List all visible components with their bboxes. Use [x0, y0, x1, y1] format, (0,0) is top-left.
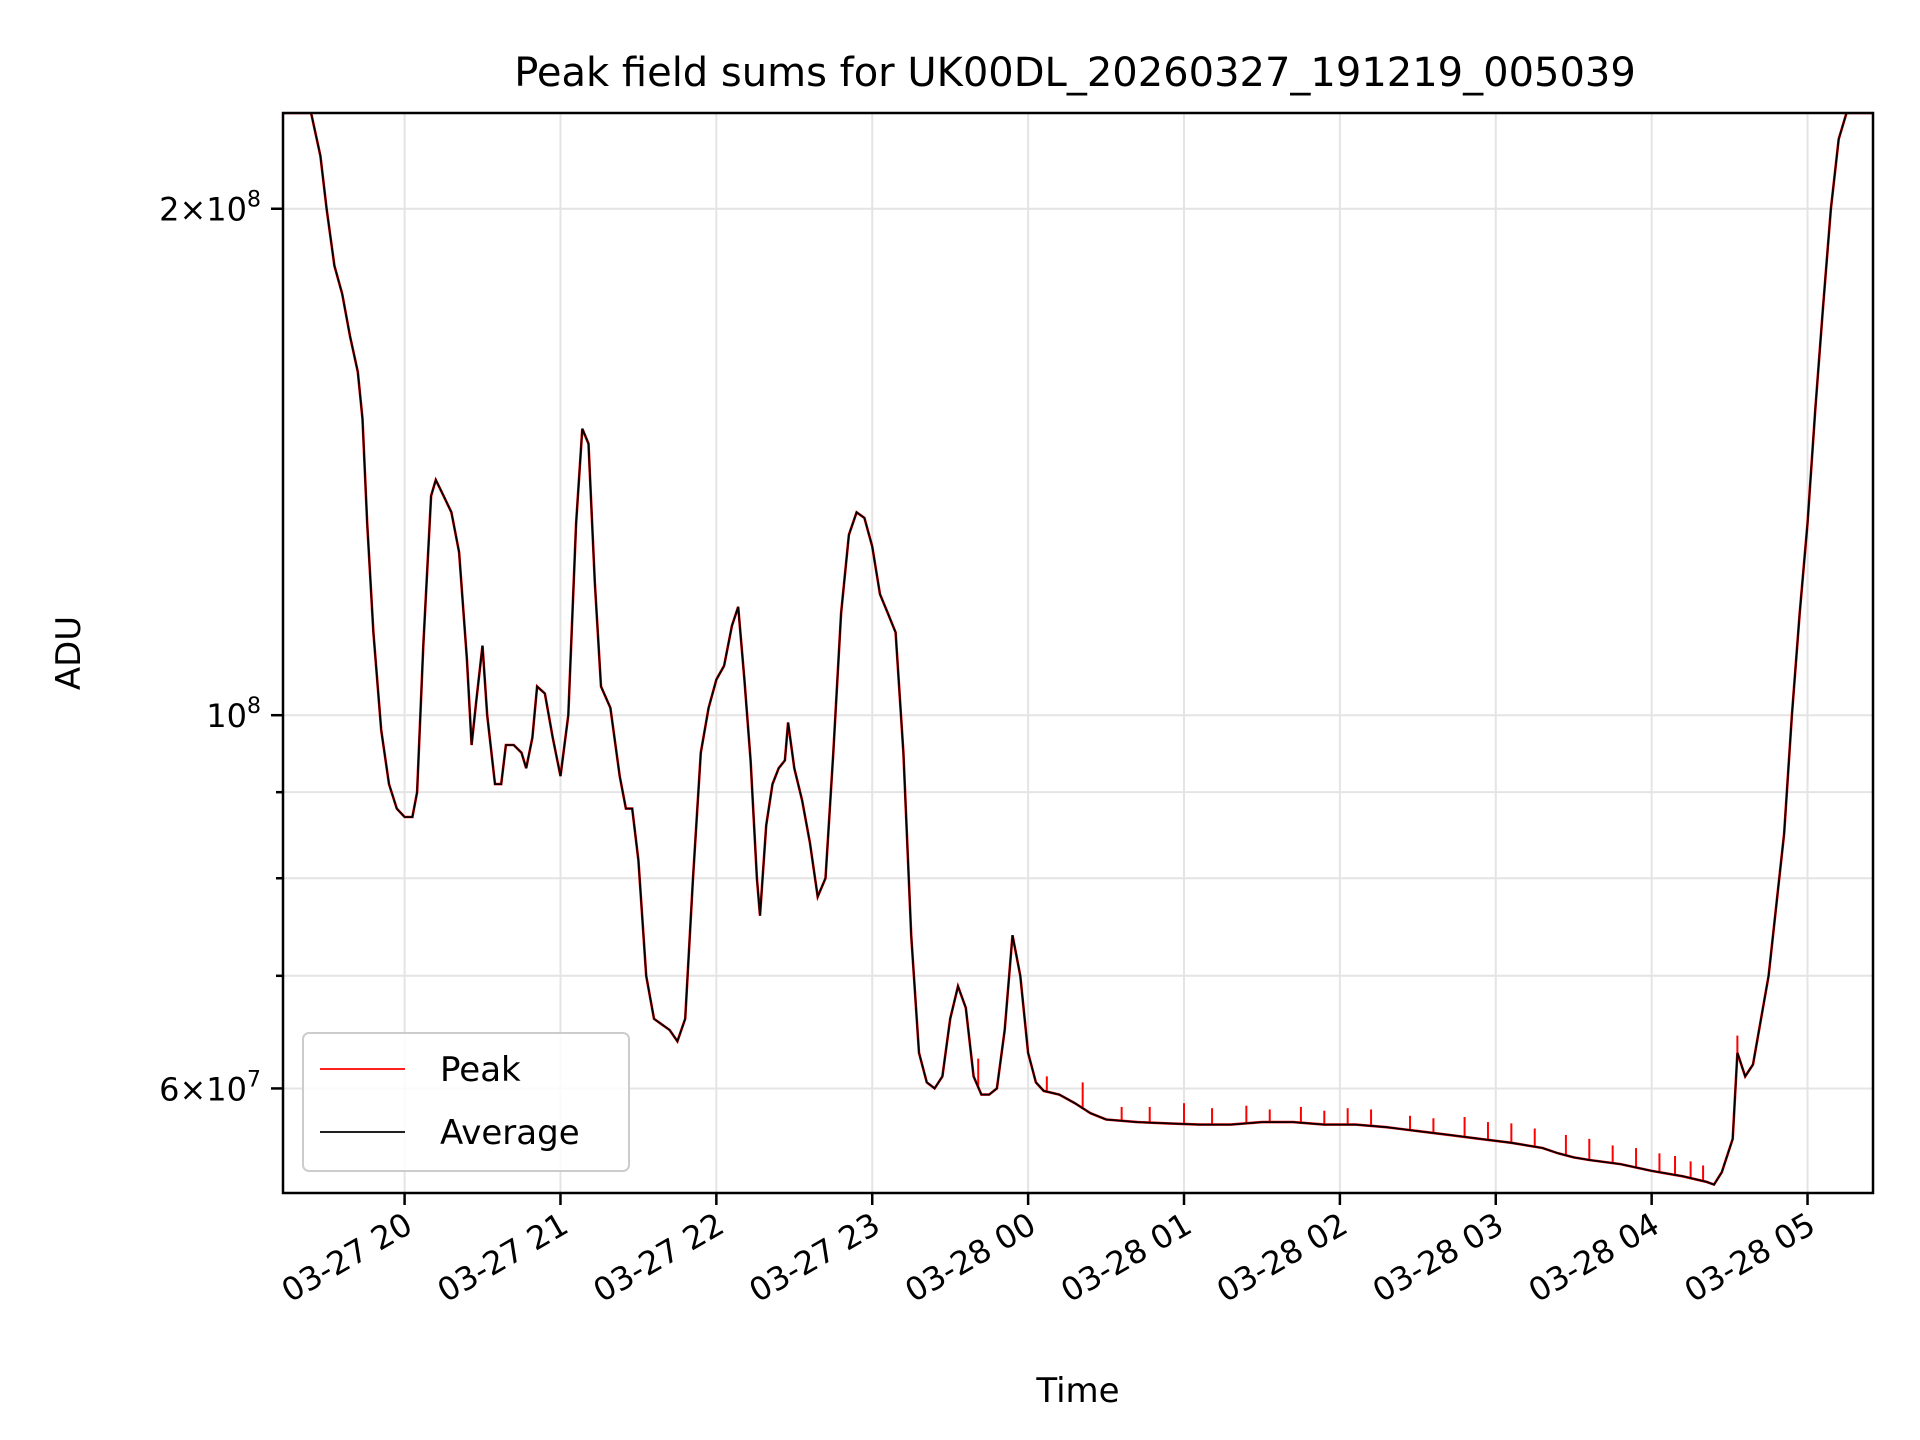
y-tick-label: 6×107 [159, 1067, 261, 1108]
x-tick-label: 03-28 01 [1054, 1205, 1198, 1310]
x-tick-label: 03-28 03 [1366, 1205, 1510, 1310]
y-tick-label: 2×108 [159, 188, 261, 229]
x-tick-label: 03-27 20 [275, 1205, 419, 1310]
x-axis: 03-27 20 03-27 21 03-27 22 03-27 23 03-28 00… [275, 1193, 1822, 1310]
series-layer [283, 113, 1873, 1187]
y-axis-label: ADU [49, 616, 89, 690]
legend-box [302, 1032, 630, 1172]
x-tick-label: 03-27 21 [431, 1205, 575, 1310]
legend-average-label: Average [440, 1113, 580, 1153]
x-tick-label: 03-28 02 [1210, 1205, 1354, 1310]
chart-title: Peak field sums for UK00DL_20260327_1912… [514, 50, 1636, 96]
x-tick-label: 03-28 05 [1678, 1205, 1822, 1310]
legend: Peak Average [302, 1032, 630, 1172]
legend-peak-label: Peak [440, 1050, 521, 1090]
x-tick-label: 03-28 04 [1522, 1205, 1666, 1310]
x-tick-label: 03-28 00 [899, 1205, 1043, 1310]
x-axis-label: Time [1035, 1371, 1119, 1411]
plot-frame [281, 111, 1875, 1195]
y-axis: 2×108 108 6×107 [159, 188, 283, 1108]
x-tick-label: 03-27 23 [743, 1205, 887, 1310]
average-series-line [283, 113, 1873, 1186]
grid [283, 113, 1873, 1193]
peak-series-line [283, 113, 1873, 1187]
y-tick-label: 108 [206, 694, 261, 735]
x-tick-label: 03-27 22 [587, 1205, 731, 1310]
